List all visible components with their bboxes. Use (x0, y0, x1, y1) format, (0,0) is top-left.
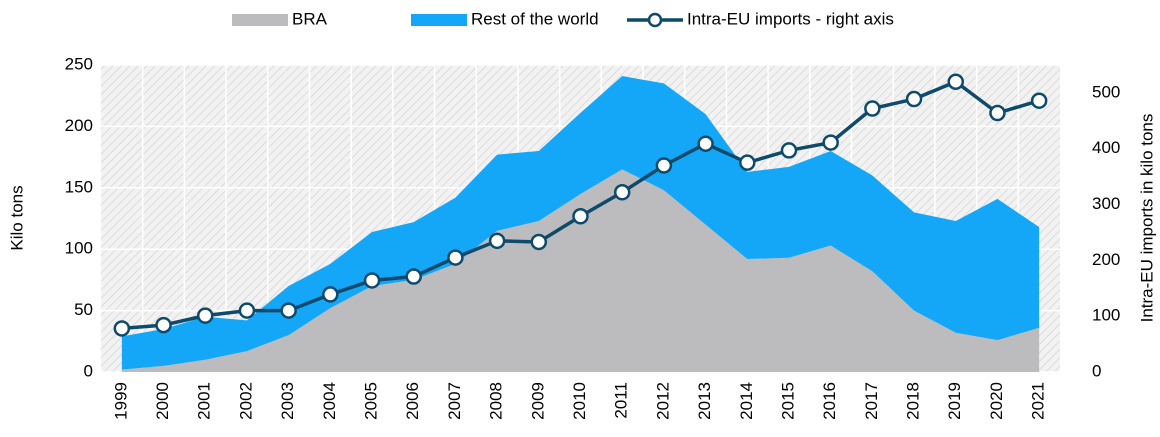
line-marker (697, 135, 714, 152)
x-tick-label: 1999 (111, 382, 130, 420)
line-marker (405, 268, 422, 285)
y2-tick-label: 200 (1092, 250, 1120, 269)
line-marker (1030, 92, 1048, 109)
x-tick-label: 2010 (570, 382, 589, 420)
area (121, 76, 1040, 370)
legend-label: Intra-EU imports - right axis (687, 9, 894, 28)
line-marker (488, 232, 506, 250)
line-marker (822, 134, 839, 151)
line-marker (322, 286, 339, 303)
line-marker (739, 154, 756, 171)
y2-tick-label: 500 (1092, 82, 1120, 101)
x-tick-label: 2020 (987, 382, 1006, 420)
y2-tick-label: 100 (1092, 306, 1120, 325)
x-tick-label: 2008 (487, 382, 506, 420)
line-marker (989, 104, 1006, 122)
line-marker (530, 233, 548, 251)
line-marker (238, 302, 256, 319)
x-tick-label: 2014 (737, 382, 756, 420)
x-tick-label: 2013 (695, 382, 714, 420)
x-tick-label: 2006 (403, 382, 422, 420)
y2-tick-label: 300 (1092, 194, 1120, 213)
x-tick-label: 2019 (945, 382, 964, 420)
legend-swatch (411, 14, 467, 26)
line-marker (447, 249, 464, 266)
legend-label: Rest of the world (471, 9, 599, 28)
x-tick-label: 2004 (320, 382, 339, 420)
x-tick-label: 2002 (236, 382, 255, 420)
y-tick-label: 0 (84, 361, 93, 380)
y-tick-label: 100 (65, 239, 93, 258)
legend-label: BRA (292, 9, 328, 28)
line-marker (572, 208, 589, 225)
line-marker (280, 302, 297, 319)
line-marker (155, 316, 172, 334)
line-marker (864, 100, 881, 117)
x-tick-label: 2005 (362, 382, 381, 420)
legend-swatch (232, 14, 288, 26)
x-tick-label: 2001 (195, 382, 214, 420)
x-tick-label: 2012 (653, 382, 672, 420)
x-tick-label: 2011 (612, 382, 631, 419)
line-marker (196, 307, 214, 324)
line-marker (613, 184, 631, 201)
x-tick-label: 2007 (445, 382, 464, 420)
area (121, 169, 1040, 372)
y-tick-label: 200 (65, 116, 93, 135)
y-tick-label: 50 (74, 300, 93, 319)
x-tick-label: 2015 (778, 382, 797, 420)
x-tick-label: 2018 (904, 382, 923, 420)
y2-tick-label: 0 (1092, 361, 1101, 380)
x-tick-label: 2000 (153, 382, 172, 420)
y2-axis-title: Intra-EU imports in kilo tons (1137, 114, 1156, 323)
line-marker (780, 142, 798, 159)
y-tick-label: 250 (65, 54, 93, 73)
line-marker (947, 73, 965, 90)
line-marker (905, 90, 923, 108)
line-marker (363, 272, 381, 289)
x-tick-label: 2021 (1029, 382, 1048, 420)
x-tick-label: 2003 (278, 382, 297, 420)
x-tick-label: 2009 (528, 382, 547, 420)
y-tick-label: 150 (65, 177, 93, 196)
y2-tick-label: 400 (1092, 138, 1120, 157)
x-tick-label: 2016 (820, 382, 839, 420)
line-marker (113, 320, 131, 337)
legend-swatch-marker (647, 12, 663, 28)
line-marker (655, 157, 673, 174)
x-tick-label: 2017 (862, 382, 881, 420)
y-axis-title: Kilo tons (7, 185, 26, 250)
